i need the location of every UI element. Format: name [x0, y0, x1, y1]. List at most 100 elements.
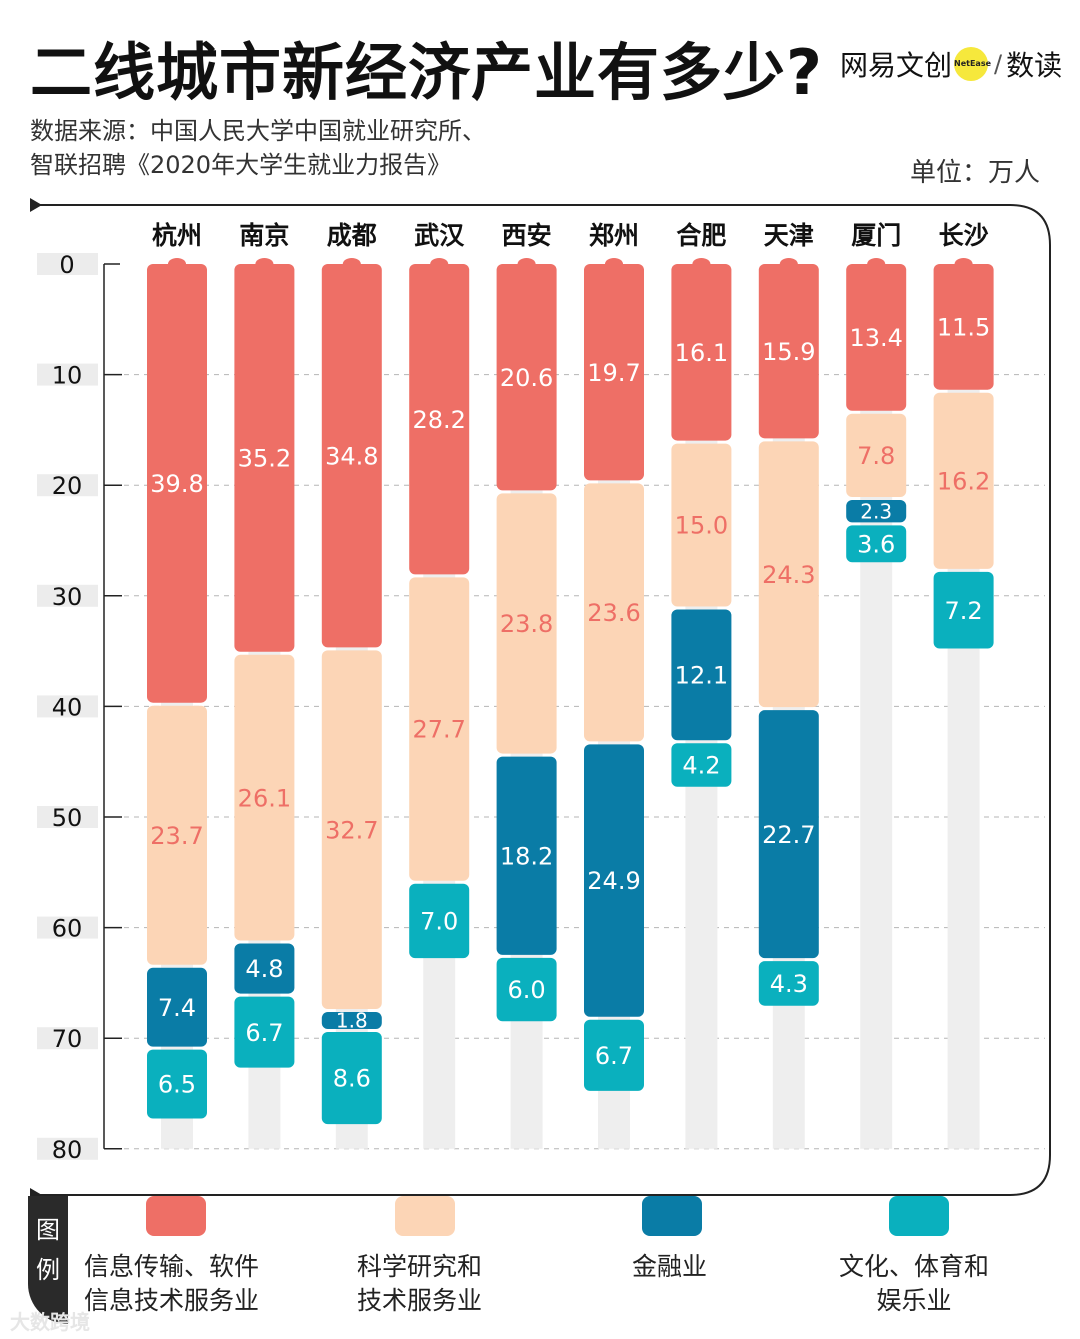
- category-label: 厦门: [851, 221, 901, 250]
- bar-value-label: 6.0: [508, 976, 546, 1004]
- legend-tag: 图 例: [28, 1196, 68, 1324]
- bar-value-label: 4.2: [682, 752, 720, 780]
- legend-swatch-it: [146, 1196, 206, 1236]
- y-tick-label: 20: [52, 472, 83, 500]
- bar-segment: [758, 264, 819, 439]
- y-tick-bg: [37, 474, 98, 497]
- bar-value-label: 16.1: [675, 339, 728, 367]
- brand-logo: 网易文创 NetEase / 数读: [840, 44, 1062, 84]
- legend-label-it-line1: 信息传输、软件: [84, 1252, 260, 1281]
- y-tick-bg: [37, 1137, 98, 1160]
- bar-segment: [147, 264, 207, 703]
- bar-value-label: 19.7: [587, 359, 640, 387]
- bar-value-label: 7.4: [158, 994, 196, 1022]
- legend-label-research-line1: 科学研究和: [357, 1252, 483, 1281]
- y-tick-label: 10: [52, 362, 83, 390]
- legend-label-finance: 金融业: [632, 1250, 707, 1284]
- brand-right-text: 数读: [1006, 49, 1063, 82]
- bar-segment: [584, 483, 644, 742]
- bar-segment: [584, 1019, 644, 1091]
- y-tick-bg: [37, 1027, 98, 1050]
- bar-segment: [321, 1031, 382, 1125]
- source-line-2: 智联招聘《2020年大学生就业力报告》: [30, 151, 452, 179]
- bar-value-label: 6.5: [158, 1071, 196, 1099]
- category-label: 合肥: [676, 221, 726, 250]
- y-tick-label: 30: [52, 583, 83, 611]
- unit-label: 单位：万人: [909, 158, 1040, 188]
- bar-segment: [496, 264, 557, 491]
- category-label: 西安: [502, 221, 552, 250]
- bar-segment: [234, 264, 295, 652]
- y-tick-label: 80: [52, 1136, 83, 1164]
- source-line-1: 数据来源：中国人民大学中国就业研究所、: [30, 117, 486, 145]
- bar-track: [860, 264, 893, 1149]
- bar-value-label: 22.7: [762, 821, 815, 849]
- brand-separator: /: [994, 50, 1003, 78]
- legend-item-it: 信息传输、软件 信息技术服务业: [84, 1196, 259, 1318]
- legend-label-research: 科学研究和 技术服务业: [357, 1250, 482, 1318]
- y-tick-bg: [37, 363, 98, 386]
- legend-label-culture: 文化、体育和 娱乐业: [839, 1250, 989, 1318]
- bar-value-label: 23.7: [150, 822, 203, 850]
- bar-value-label: 16.2: [937, 467, 990, 495]
- bar-segment: [758, 441, 819, 708]
- bar-segment: [584, 264, 644, 481]
- bar-segment: [846, 413, 907, 497]
- bar-segment: [147, 967, 207, 1047]
- bar-segment: [584, 744, 644, 1017]
- legend-tag-char-2: 例: [36, 1256, 60, 1284]
- legend-label-it-line2: 信息技术服务业: [84, 1286, 260, 1315]
- category-label: 南京: [239, 221, 289, 250]
- legend-label-culture-line2: 娱乐业: [876, 1286, 952, 1315]
- bar-segment: [933, 264, 994, 390]
- bar-segment: [496, 957, 557, 1022]
- bar-value-label: 24.3: [762, 561, 815, 589]
- bar-segment: [496, 756, 557, 955]
- bar-value-label: 39.8: [150, 470, 203, 498]
- bar-segment: [846, 499, 907, 523]
- bar-segment: [234, 943, 295, 994]
- bar-value-label: 23.8: [500, 610, 553, 638]
- y-tick-bg: [37, 695, 98, 718]
- bar-segment: [846, 264, 907, 411]
- legend-swatch-culture: [889, 1196, 949, 1236]
- bar-value-label: 24.9: [587, 867, 640, 895]
- legend-item-culture: 文化、体育和 娱乐业: [839, 1196, 989, 1318]
- bar-segment: [321, 264, 382, 648]
- bar-value-label: 18.2: [500, 842, 553, 870]
- bar-value-label: 23.6: [587, 599, 640, 627]
- bar-value-label: 15.9: [762, 338, 815, 366]
- y-tick-label: 40: [52, 693, 83, 721]
- category-label: 成都: [327, 221, 377, 250]
- category-label: 郑州: [589, 221, 639, 250]
- bar-value-label: 27.7: [412, 716, 465, 744]
- bar-segment: [933, 392, 994, 569]
- frame-arrow-top-icon: [30, 198, 42, 212]
- category-label: 天津: [764, 221, 814, 250]
- legend-label-culture-line1: 文化、体育和: [839, 1252, 990, 1281]
- y-tick-label: 70: [52, 1025, 83, 1053]
- y-tick-label: 60: [52, 915, 83, 943]
- bar-value-label: 13.4: [849, 324, 902, 352]
- bar-value-label: 20.6: [500, 364, 553, 392]
- bar-value-label: 28.2: [412, 406, 465, 434]
- bar-segment: [409, 264, 470, 575]
- bar-value-label: 26.1: [238, 784, 291, 812]
- bar-value-label: 4.3: [770, 970, 808, 998]
- y-tick-label: 50: [52, 804, 83, 832]
- bar-value-label: 4.8: [245, 955, 283, 983]
- bar-segment: [234, 654, 295, 941]
- bar-segment: [496, 493, 557, 754]
- legend-item-finance: 金融业: [632, 1196, 707, 1284]
- chart-title: 二线城市新经济产业有多少?: [30, 36, 823, 109]
- bar-segment: [321, 1012, 382, 1029]
- bar-value-label: 12.1: [675, 662, 728, 690]
- bar-value-label: 1.8: [336, 1009, 368, 1033]
- bar-segment: [846, 525, 907, 563]
- bar-segment: [147, 705, 207, 965]
- bar-value-label: 34.8: [325, 442, 378, 470]
- bar-value-label: 6.7: [245, 1019, 283, 1047]
- legend-label-it: 信息传输、软件 信息技术服务业: [84, 1250, 259, 1318]
- legend-swatch-research: [395, 1196, 455, 1236]
